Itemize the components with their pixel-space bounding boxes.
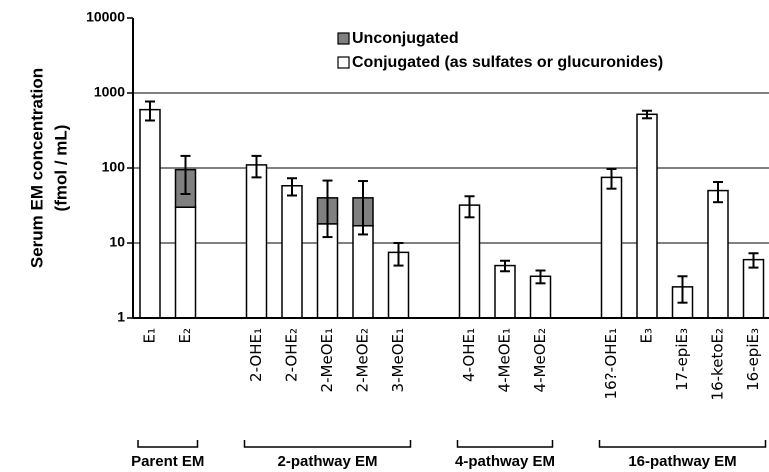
error-bar <box>358 180 368 236</box>
y-tick-label: 10 <box>109 234 125 250</box>
error-bar <box>677 275 688 304</box>
error-bar <box>642 109 652 120</box>
x-tick-label: 4-MeOE₂ <box>531 328 549 392</box>
x-tick-label: 16?-OHE₁ <box>602 328 620 399</box>
error-bar <box>145 100 155 122</box>
bar-segment <box>281 184 303 319</box>
group-label: 2-pathway EM <box>277 453 377 470</box>
x-tick-label: 4-MeOE₁ <box>496 328 514 392</box>
group-label: 4-pathway EM <box>455 453 555 470</box>
x-tick-label: 2-OHE₂ <box>283 328 301 382</box>
x-tick-label: 2-MeOE₂ <box>354 328 372 392</box>
y-tick-label: 100 <box>102 159 126 175</box>
group-bracket <box>456 440 554 448</box>
group-bracket <box>598 440 767 448</box>
error-bar <box>180 154 191 196</box>
bar-segment <box>494 264 516 319</box>
bar-segment <box>352 224 374 319</box>
group-label: 16-pathway EM <box>628 453 736 470</box>
legend-label: Conjugated (as sulfates or glucuronides) <box>352 54 663 71</box>
bar-segment <box>458 204 481 319</box>
x-tick-label: 4-OHE₁ <box>460 328 478 382</box>
x-tick-label: E₃ <box>638 328 656 344</box>
bar-segment <box>174 206 197 319</box>
x-tick-label: 16-ketoE₂ <box>709 328 727 400</box>
error-bar <box>393 242 404 267</box>
error-bar <box>322 179 333 239</box>
bar-segment <box>707 189 729 319</box>
error-bar <box>287 177 297 197</box>
group-bracket <box>137 440 199 448</box>
x-tick-label: 16-epiE₃ <box>744 328 762 391</box>
bar-segment <box>636 113 658 319</box>
y-tick-label: 1000 <box>94 84 125 100</box>
group-bracket <box>243 440 412 448</box>
bar-segment <box>139 108 161 319</box>
legend-label: Unconjugated <box>352 30 459 47</box>
group-label: Parent EM <box>131 453 204 470</box>
x-tick-label: 17-epiE₃ <box>673 328 691 391</box>
error-bar <box>500 259 510 273</box>
x-tick-label: 3-MeOE₁ <box>389 328 407 392</box>
error-bar <box>464 195 475 219</box>
y-tick-label: 10000 <box>86 9 125 25</box>
error-bar <box>535 269 546 285</box>
y-axis-label: (fmol / mL) <box>51 125 70 212</box>
bar-segment <box>600 176 623 319</box>
error-bar <box>251 154 262 179</box>
y-axis-label: Serum EM concentration <box>27 68 46 268</box>
x-tick-label: 2-MeOE₁ <box>318 328 336 392</box>
legend-swatch <box>337 56 350 69</box>
x-tick-label: E₂ <box>176 328 194 344</box>
error-bar <box>713 181 723 204</box>
x-tick-label: 2-OHE₁ <box>247 328 265 382</box>
y-tick-label: 1 <box>117 309 125 325</box>
bar-segment <box>245 164 268 319</box>
error-bar <box>748 252 759 269</box>
error-bar <box>606 167 617 190</box>
x-tick-label: E₁ <box>141 328 159 344</box>
legend-swatch <box>337 32 350 45</box>
